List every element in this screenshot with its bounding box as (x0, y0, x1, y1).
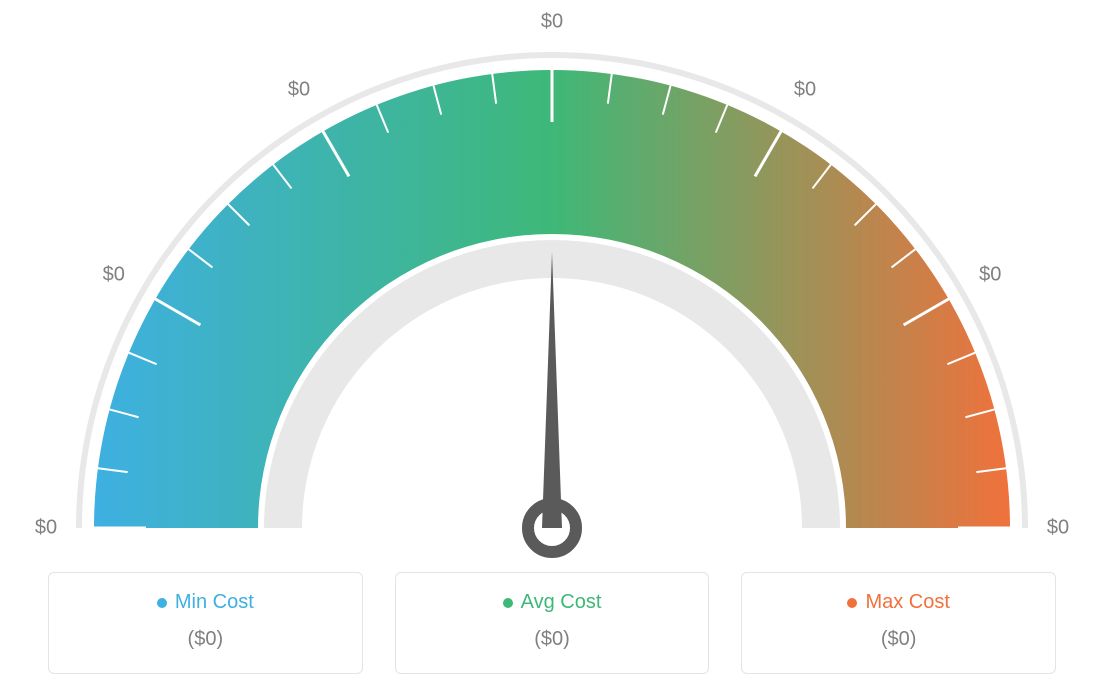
legend-value-avg: ($0) (406, 628, 699, 651)
legend-dot-avg (503, 598, 513, 608)
scale-label-3: $0 (541, 11, 563, 34)
legend-label-avg: Avg Cost (521, 591, 602, 614)
scale-label-0: $0 (35, 517, 57, 540)
legend-value-max: ($0) (752, 628, 1045, 651)
scale-label-6: $0 (1047, 517, 1069, 540)
scale-label-2: $0 (288, 78, 310, 101)
scale-label-4: $0 (794, 78, 816, 101)
legend-dot-max (847, 598, 857, 608)
legend-title-avg: Avg Cost (503, 591, 602, 614)
scale-label-5: $0 (979, 264, 1001, 287)
legend-label-max: Max Cost (865, 591, 949, 614)
legend-value-min: ($0) (59, 628, 352, 651)
legend-title-max: Max Cost (847, 591, 949, 614)
legend-title-min: Min Cost (157, 591, 254, 614)
scale-label-1: $0 (103, 264, 125, 287)
legend-card-min: Min Cost ($0) (48, 572, 363, 674)
legend-row: Min Cost ($0) Avg Cost ($0) Max Cost ($0… (0, 572, 1104, 674)
legend-dot-min (157, 598, 167, 608)
gauge-chart (0, 0, 1104, 560)
legend-card-avg: Avg Cost ($0) (395, 572, 710, 674)
legend-card-max: Max Cost ($0) (741, 572, 1056, 674)
gauge-container: $0 $0 $0 $0 $0 $0 $0 (0, 0, 1104, 560)
legend-label-min: Min Cost (175, 591, 254, 614)
